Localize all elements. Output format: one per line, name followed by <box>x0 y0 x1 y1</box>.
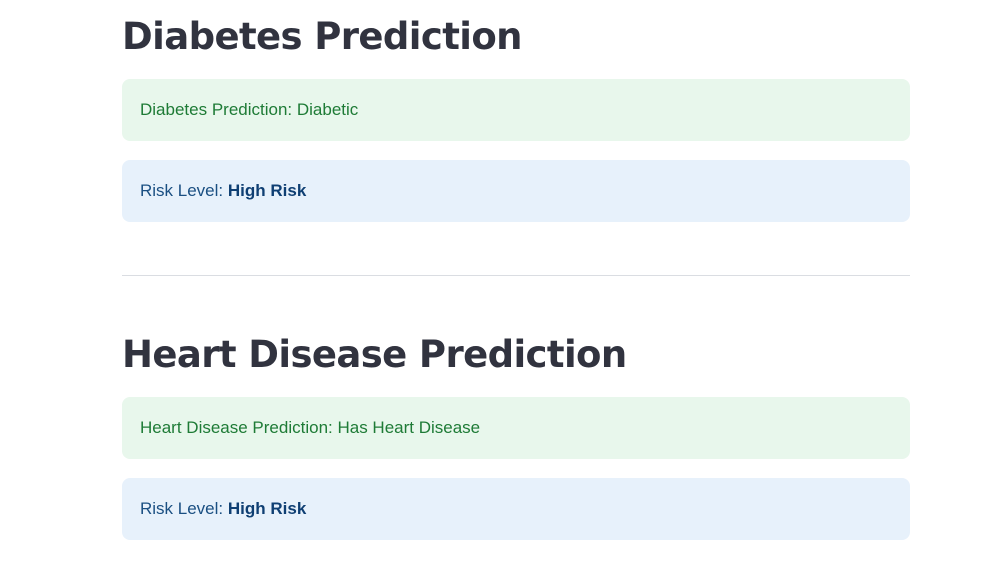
heart-disease-risk-alert: Risk Level: High Risk <box>122 478 910 540</box>
diabetes-prediction-text: Diabetes Prediction: Diabetic <box>140 100 359 119</box>
diabetes-risk-value: High Risk <box>227 181 307 200</box>
heart-disease-risk-value: High Risk <box>227 499 307 518</box>
diabetes-prediction-alert: Diabetes Prediction: Diabetic <box>122 79 910 141</box>
heart-disease-risk-label: Risk Level: <box>140 499 228 518</box>
heart-disease-prediction-alert: Heart Disease Prediction: Has Heart Dise… <box>122 397 910 459</box>
diabetes-section: Diabetes Prediction Diabetes Prediction:… <box>122 14 910 222</box>
heart-disease-section: Heart Disease Prediction Heart Disease P… <box>122 332 910 540</box>
section-divider <box>122 275 910 276</box>
diabetes-title: Diabetes Prediction <box>122 15 523 58</box>
diabetes-risk-alert: Risk Level: High Risk <box>122 160 910 222</box>
heart-disease-title: Heart Disease Prediction <box>122 333 627 376</box>
heart-disease-prediction-text: Heart Disease Prediction: Has Heart Dise… <box>140 418 481 437</box>
diabetes-risk-label: Risk Level: <box>140 181 228 200</box>
